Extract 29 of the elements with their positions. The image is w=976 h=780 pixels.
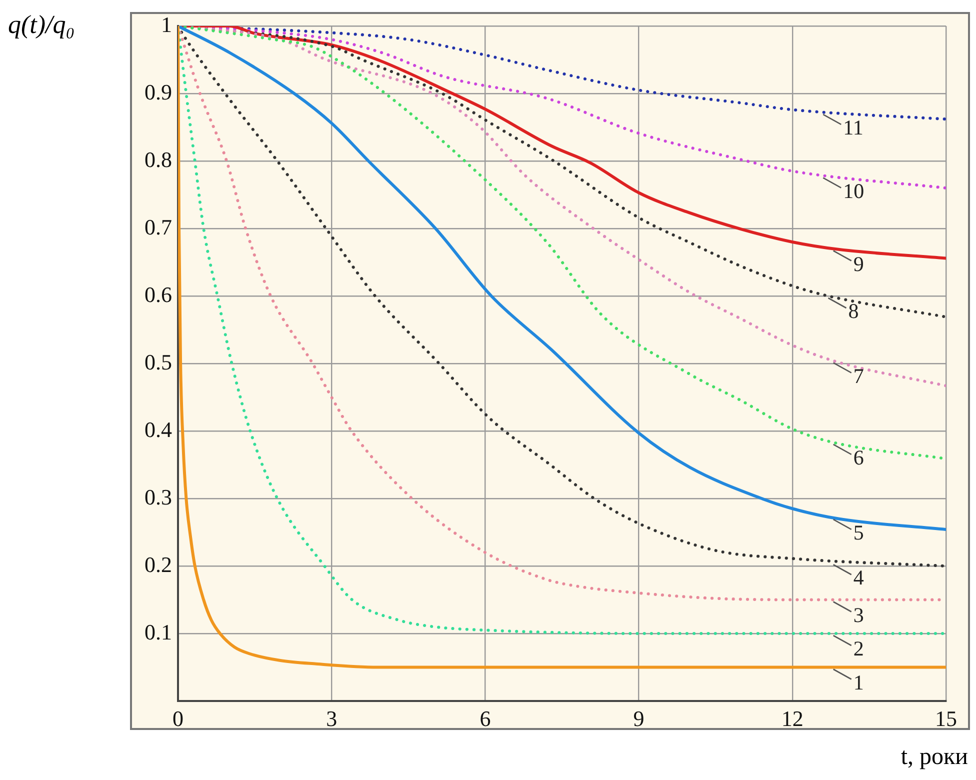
y-tick-label: 0.6 [144, 282, 172, 307]
x-tick-label: 15 [935, 706, 957, 731]
annotation: 1 [853, 670, 864, 694]
annotation: 6 [853, 445, 864, 470]
y-tick-label: 0.5 [144, 349, 172, 374]
annotation: 2 [853, 636, 864, 661]
y-tick-label: 0.3 [144, 484, 172, 510]
annotation: 4 [853, 566, 864, 590]
x-tick-label: 9 [633, 706, 644, 731]
y-tick-label: 0.4 [144, 416, 172, 442]
annotation: 8 [848, 299, 859, 324]
x-axis-title: t, роки [900, 744, 968, 771]
annotation: 9 [853, 252, 864, 276]
y-tick-label: 0.8 [144, 146, 172, 172]
y-axis-title: q(t)/q₀ [8, 10, 75, 40]
annotation: 5 [853, 520, 864, 544]
x-tick-label: 3 [326, 706, 338, 731]
annotation: 7 [853, 364, 864, 388]
x-tick-label: 0 [172, 706, 184, 731]
y-tick-label: 1 [161, 12, 172, 37]
annotation: 11 [843, 115, 864, 140]
y-tick-label: 0.9 [144, 79, 172, 104]
annotation: 10 [843, 178, 864, 203]
y-tick-label: 0.1 [144, 619, 172, 644]
x-tick-label: 12 [781, 706, 804, 731]
x-tick-label: 6 [480, 706, 491, 731]
annotation: 3 [853, 602, 864, 627]
y-tick-label: 0.2 [144, 552, 172, 577]
y-tick-label: 0.7 [144, 214, 172, 240]
